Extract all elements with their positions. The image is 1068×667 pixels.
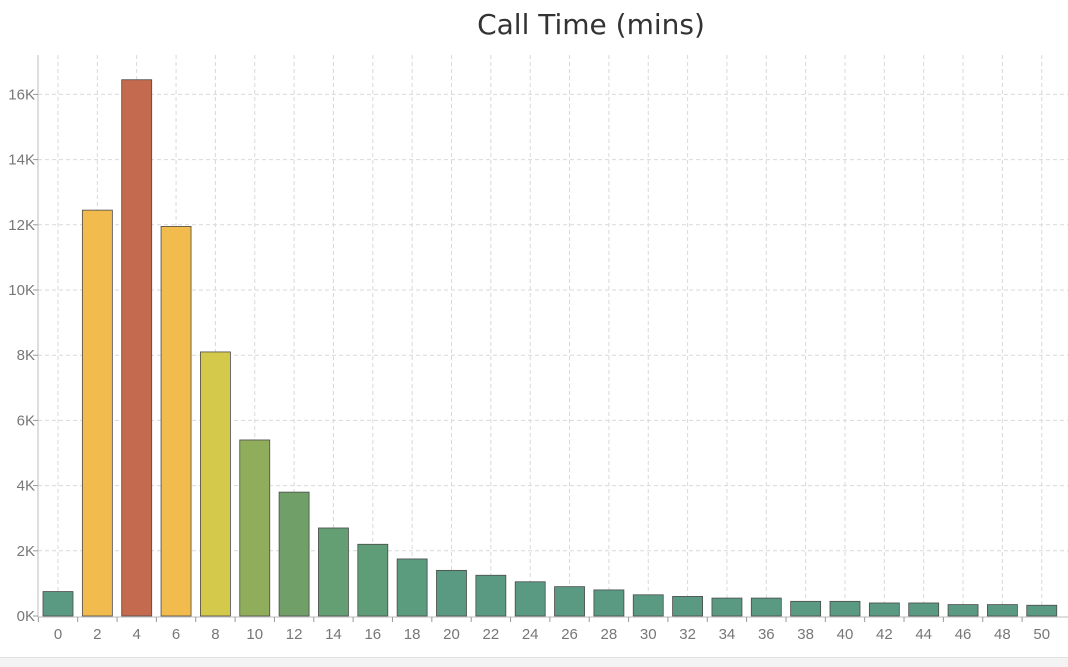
x-tick-label: 38 <box>797 626 814 643</box>
bar-10 <box>239 439 271 617</box>
bar-32 <box>672 596 703 617</box>
bar-48 <box>987 604 1018 617</box>
x-tick-label: 46 <box>955 626 972 643</box>
x-tick-label: 16 <box>364 626 381 643</box>
x-tick-label: 30 <box>640 626 657 643</box>
y-tick-label: 2K <box>17 543 35 560</box>
x-tick-label: 28 <box>601 626 618 643</box>
bar-16 <box>357 543 389 617</box>
x-tick-label: 48 <box>994 626 1011 643</box>
y-tick-label: 14K <box>8 152 35 169</box>
y-tick-label: 0K <box>17 608 35 625</box>
y-tick-label: 8K <box>17 347 35 364</box>
bar-36 <box>750 597 782 617</box>
gridlines <box>38 55 1068 617</box>
bars <box>42 79 1058 617</box>
x-tick-label: 18 <box>404 626 421 643</box>
bar-50 <box>1026 604 1058 617</box>
y-tick-label: 10K <box>8 282 35 299</box>
bar-26 <box>554 586 585 617</box>
bar-18 <box>396 558 428 617</box>
y-tick-label: 4K <box>17 478 35 495</box>
bar-34 <box>711 597 743 617</box>
x-axis-ticks: 0 2 4 6 8 10 12 14 16 18 20 22 24 26 28 30 32 34 36 38 40 42 4… <box>37 617 1050 643</box>
x-tick-label: 12 <box>286 626 303 643</box>
bar-14 <box>318 527 349 617</box>
bar-46 <box>947 604 979 617</box>
footer-bar <box>0 657 1068 667</box>
x-tick-label: 8 <box>211 626 219 643</box>
bar-8 <box>199 351 231 617</box>
x-tick-label: 50 <box>1033 626 1050 643</box>
bar-38 <box>790 600 822 617</box>
x-tick-label: 14 <box>325 626 342 643</box>
chart-title: Call Time (mins) <box>477 8 705 41</box>
bar-20 <box>436 569 467 617</box>
x-tick-label: 34 <box>719 626 736 643</box>
bar-24 <box>514 581 546 617</box>
y-tick-label: 16K <box>8 86 35 103</box>
x-tick-label: 4 <box>133 626 141 643</box>
y-tick-label: 6K <box>17 412 35 429</box>
x-tick-label: 22 <box>483 626 500 643</box>
x-tick-label: 6 <box>172 626 180 643</box>
y-axis-ticks: 0K 2K 4K 6K 8K 10K 12K 14K 16K <box>8 86 38 625</box>
x-tick-label: 0 <box>54 626 62 643</box>
bar-6 <box>160 226 192 617</box>
x-tick-label: 40 <box>837 626 854 643</box>
bar-40 <box>829 600 861 617</box>
bar-28 <box>593 589 625 617</box>
bar-42 <box>868 602 900 617</box>
x-tick-label: 20 <box>443 626 460 643</box>
bar-30 <box>632 594 664 617</box>
x-tick-label: 10 <box>246 626 263 643</box>
x-tick-label: 36 <box>758 626 775 643</box>
x-tick-label: 26 <box>561 626 578 643</box>
x-tick-label: 32 <box>679 626 696 643</box>
x-tick-label: 42 <box>876 626 893 643</box>
bar-12 <box>278 491 310 617</box>
x-tick-label: 44 <box>915 626 932 643</box>
y-tick-label: 12K <box>8 217 35 234</box>
bar-0 <box>42 591 74 617</box>
bar-44 <box>908 602 940 617</box>
x-tick-label: 2 <box>93 626 101 643</box>
bar-2 <box>81 209 113 617</box>
axes <box>37 55 1068 618</box>
x-tick-label: 24 <box>522 626 539 643</box>
bar-22 <box>475 574 507 617</box>
bar-4 <box>121 79 153 617</box>
